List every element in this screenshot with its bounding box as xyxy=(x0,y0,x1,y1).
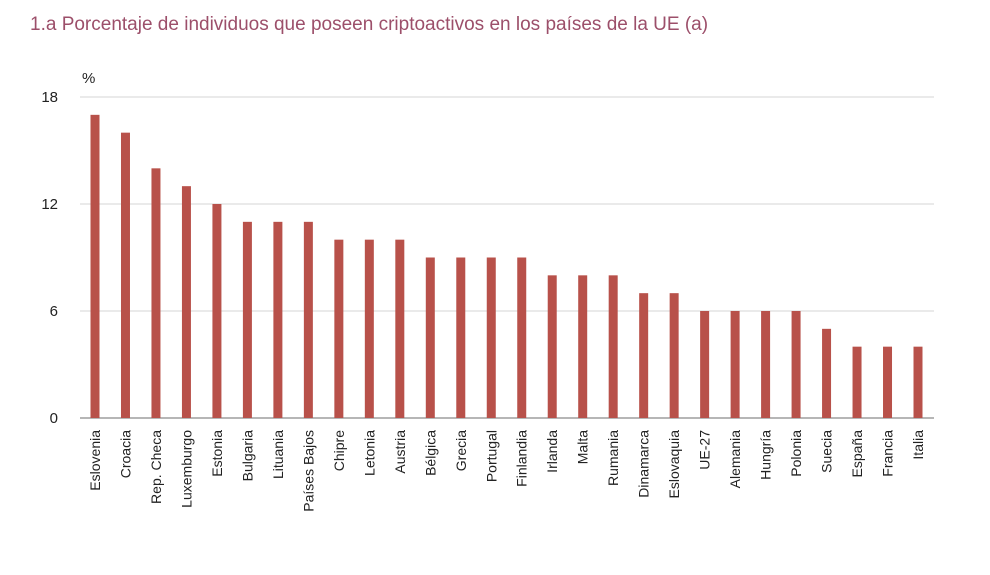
x-category-label: Países Bajos xyxy=(300,430,316,512)
x-category-label: Italia xyxy=(910,430,926,460)
bar-eslovenia xyxy=(90,114,100,418)
x-category-label: Eslovenia xyxy=(87,430,103,491)
x-category-label: Dinamarca xyxy=(636,430,652,498)
x-category-label: Letonia xyxy=(361,430,377,476)
x-category-label: Eslovaquia xyxy=(666,430,682,499)
y-tick-label: 18 xyxy=(41,89,58,106)
bar-ue-27 xyxy=(700,311,710,418)
x-category-label: Bélgica xyxy=(422,430,438,476)
bar-bulgaria xyxy=(242,221,252,418)
bars xyxy=(90,114,923,418)
x-category-label: Irlanda xyxy=(544,430,560,473)
bar-estonia xyxy=(212,204,222,418)
bar-eslovaquia xyxy=(669,293,679,418)
bar-grecia xyxy=(456,257,466,418)
y-tick-label: 0 xyxy=(50,410,58,427)
x-category-label: Rumania xyxy=(605,430,621,486)
bar-italia xyxy=(913,346,923,418)
bar-francia xyxy=(883,346,893,418)
gridlines xyxy=(80,96,934,419)
bar-hungría xyxy=(761,311,771,418)
bar-irlanda xyxy=(547,275,557,418)
y-tick-label: 12 xyxy=(41,196,58,213)
x-category-label: Luxemburgo xyxy=(178,430,194,508)
x-category-label: Malta xyxy=(575,430,591,464)
x-category-label: Finlandia xyxy=(514,430,530,487)
bar-lituania xyxy=(273,221,283,418)
bar-luxemburgo xyxy=(181,186,191,418)
x-category-label: Francia xyxy=(880,430,896,477)
bar-españa xyxy=(852,346,862,418)
bar-croacia xyxy=(120,132,130,418)
bar-malta xyxy=(578,275,588,418)
x-category-label: Austria xyxy=(392,430,408,474)
x-axis-category-labels: Eslovenia Croacia Rep. Checa Luxemburgo Esto… xyxy=(87,430,926,512)
bar-rumania xyxy=(608,275,618,418)
x-category-label: Alemania xyxy=(727,430,743,489)
chart-title: 1.a Porcentaje de individuos que poseen … xyxy=(30,14,709,35)
bar-suecia xyxy=(822,328,832,418)
y-tick-label: 6 xyxy=(50,303,58,320)
y-axis-unit-label: % xyxy=(82,70,95,87)
bar-rep-checa xyxy=(151,168,161,418)
y-axis-ticks: 0 6 12 18 xyxy=(41,89,58,427)
x-category-label: Lituania xyxy=(270,430,286,479)
x-category-label: Polonia xyxy=(788,430,804,477)
x-category-label: Bulgaria xyxy=(239,430,255,482)
bar-alemania xyxy=(730,311,740,418)
x-category-label: España xyxy=(849,430,865,478)
x-category-label: Estonia xyxy=(209,430,225,477)
x-category-label: Chipre xyxy=(331,430,347,471)
bar-polonia xyxy=(791,311,801,418)
x-category-label: Suecia xyxy=(819,430,835,473)
bar-austria xyxy=(395,239,405,418)
bar-portugal xyxy=(486,257,496,418)
bar-letonia xyxy=(364,239,374,418)
bar-países-bajos xyxy=(303,221,313,418)
x-category-label: Rep. Checa xyxy=(148,430,164,504)
x-category-label: Croacia xyxy=(117,430,133,478)
bar-chipre xyxy=(334,239,344,418)
bar-dinamarca xyxy=(639,293,649,418)
x-category-label: UE-27 xyxy=(697,430,713,470)
x-category-label: Hungría xyxy=(758,430,774,480)
bar-finlandia xyxy=(517,257,527,418)
x-category-label: Portugal xyxy=(483,430,499,482)
x-category-label: Grecia xyxy=(453,430,469,471)
bar-bélgica xyxy=(425,257,435,418)
